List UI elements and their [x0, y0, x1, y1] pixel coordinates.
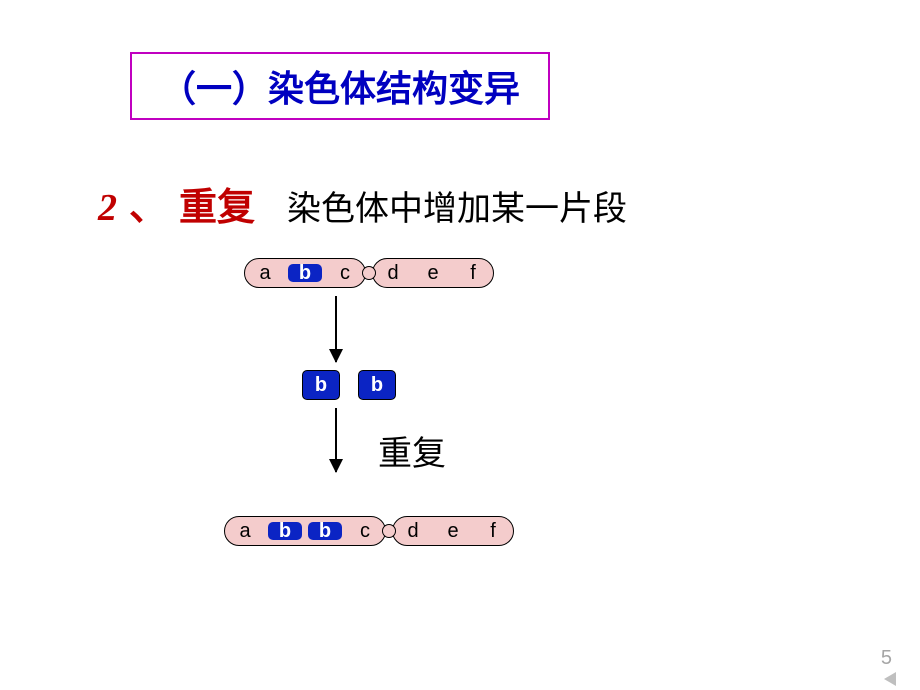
gene-segment: a — [225, 520, 265, 543]
gene-segment: b — [285, 262, 325, 285]
gene-segment: f — [453, 262, 493, 285]
gene-segment: c — [345, 520, 385, 543]
prev-slide-icon[interactable] — [884, 672, 896, 686]
duplicated-segment: b — [302, 370, 340, 400]
subtitle-label: 重复 — [179, 176, 255, 231]
subtitle-desc: 染色体中增加某一片段 — [287, 181, 627, 230]
duplicated-segments: bb — [302, 370, 396, 400]
gene-segment: b — [265, 520, 305, 543]
slide: （一）染色体结构变异 2 、 重复 染色体中增加某一片段 abc def bb … — [0, 0, 920, 690]
centromere-icon — [362, 266, 376, 280]
subtitle-number: 2 — [98, 186, 117, 230]
gene-segment: d — [393, 520, 433, 543]
gene-segment: f — [473, 520, 513, 543]
gene-segment: b — [305, 520, 345, 543]
gene-segment: a — [245, 262, 285, 285]
section-title-text: （一）染色体结构变异 — [160, 69, 520, 109]
duplication-label: 重复 — [378, 426, 446, 475]
subtitle-sep: 、 — [129, 176, 167, 231]
page-number: 5 — [881, 647, 892, 670]
duplicated-segment: b — [358, 370, 396, 400]
gene-segment: d — [373, 262, 413, 285]
chromosome-arm-right: def — [372, 258, 494, 288]
chromosome-arm-right: def — [392, 516, 514, 546]
chromosome-duplicated: abbc def — [224, 516, 514, 546]
arrow-down-icon — [335, 296, 337, 362]
arrow-down-icon — [335, 408, 337, 472]
gene-segment: e — [433, 520, 473, 543]
section-title: （一）染色体结构变异 — [130, 52, 550, 120]
gene-segment: c — [325, 262, 365, 285]
subtitle-line: 2 、 重复 染色体中增加某一片段 — [98, 176, 627, 231]
chromosome-original: abc def — [244, 258, 494, 288]
centromere-icon — [382, 524, 396, 538]
gene-segment: e — [413, 262, 453, 285]
chromosome-arm-left: abbc — [224, 516, 386, 546]
chromosome-arm-left: abc — [244, 258, 366, 288]
